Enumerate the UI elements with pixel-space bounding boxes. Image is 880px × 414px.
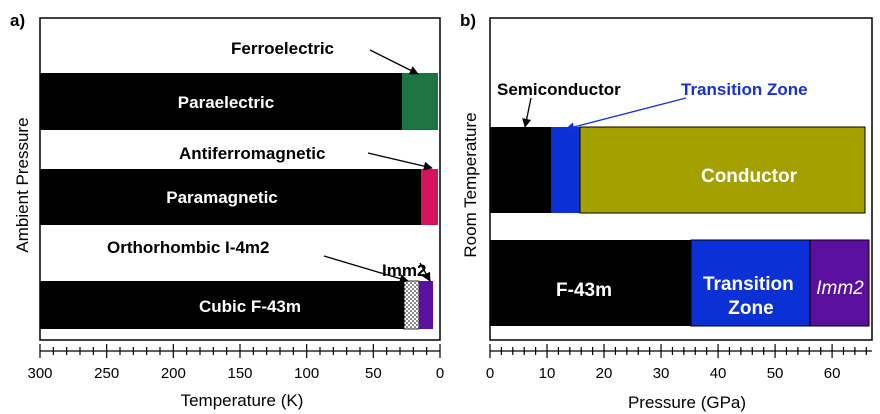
panel-b-tick-label: 20 — [596, 365, 613, 382]
panel-b-tick-label: 10 — [539, 365, 556, 382]
panel-a-tick-label: 250 — [94, 365, 119, 382]
panel-a-tick-label: 100 — [294, 365, 319, 382]
bar-cubic — [40, 281, 404, 329]
panel-a-tick-label: 0 — [436, 365, 444, 382]
arrow-ferroelectric — [369, 49, 419, 75]
panel-a-xlabel: Temperature (K) — [181, 391, 304, 410]
panel-b-tick-label: 40 — [710, 365, 727, 382]
label-paramagnetic: Paramagnetic — [166, 188, 278, 207]
panel-b-tick-label: 50 — [767, 365, 784, 382]
bar-conductor — [579, 126, 866, 214]
label-ferroelectric: Ferroelectric — [231, 39, 334, 58]
label-imm2-a: Imm2 — [382, 261, 426, 280]
label-semiconductor: Semiconductor — [497, 80, 621, 99]
panel-a: a) Ambient Pressure Temperature (K) 300 2… — [10, 11, 444, 410]
bar-antiferromagnetic — [421, 169, 438, 225]
bar-transition-zone-2 — [690, 239, 811, 327]
label-f43m: F-43m — [556, 280, 612, 301]
bar-f43m — [490, 240, 691, 326]
panel-a-tick-label: 200 — [161, 365, 186, 382]
bar-imm2 — [419, 281, 433, 329]
bar-transition-zone-1 — [551, 127, 580, 213]
panel-a-label: a) — [10, 11, 25, 30]
arrow-imm2-a — [419, 262, 431, 282]
bar-ferroelectric — [402, 73, 438, 130]
panel-a-ylabel: Ambient Pressure — [13, 117, 32, 252]
label-paraelectric: Paraelectric — [178, 93, 274, 112]
label-orthorhombic: Orthorhombic I-4m2 — [107, 238, 269, 257]
panel-b-tick-label: 0 — [486, 365, 494, 382]
panel-b-tick-label: 60 — [824, 365, 841, 382]
bar-imm2-b — [809, 239, 870, 327]
panel-b-label: b) — [460, 11, 476, 30]
panel-b: b) Room Temperature Pressure (GPa) 0 10 20… — [460, 11, 873, 412]
panel-a-tick-label: 150 — [227, 365, 252, 382]
panel-a-axis: 300 250 200 150 100 50 0 — [27, 344, 444, 382]
label-cubic: Cubic F-43m — [199, 297, 301, 316]
bar-orthorhombic — [403, 280, 420, 330]
panel-b-xlabel: Pressure (GPa) — [628, 393, 746, 412]
arrow-semiconductor — [522, 97, 532, 128]
panel-a-ticks: 300 250 200 150 100 50 0 — [27, 344, 444, 382]
bar-paraelectric — [40, 73, 402, 130]
panel-a-tick-label: 300 — [27, 365, 52, 382]
panel-b-tick-label: 30 — [653, 365, 670, 382]
panel-b-axis: 0 10 20 30 40 50 60 — [486, 344, 872, 382]
label-conductor: Conductor — [701, 166, 798, 187]
bar-semiconductor — [490, 127, 551, 213]
arrow-transition-zone — [565, 97, 687, 132]
label-antiferromagnetic: Antiferromagnetic — [179, 144, 325, 163]
label-transition-zone-bottom: Transition Zone — [703, 274, 799, 319]
label-transition-zone-top: Transition Zone — [681, 80, 808, 99]
label-imm2-b: Imm2 — [816, 278, 864, 299]
panel-b-ylabel: Room Temperature — [461, 112, 480, 257]
bar-paramagnetic — [40, 169, 421, 225]
panel-b-ticks: 0 10 20 30 40 50 60 — [486, 344, 867, 382]
panel-a-tick-label: 50 — [365, 365, 382, 382]
arrow-antiferromagnetic — [367, 152, 433, 171]
arrow-orthorhombic — [323, 255, 409, 284]
